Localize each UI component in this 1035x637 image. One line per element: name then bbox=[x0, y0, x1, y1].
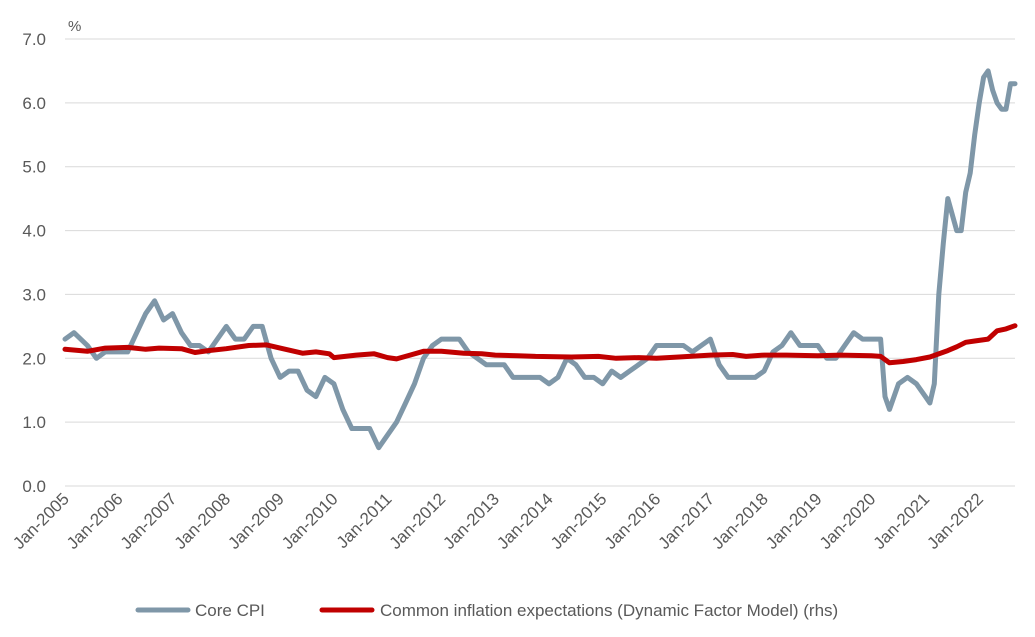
series-line-1 bbox=[62, 68, 1018, 451]
y-tick-label: 4.0 bbox=[22, 222, 46, 241]
y-tick-label: 1.0 bbox=[22, 413, 46, 432]
x-tick-label: Jan-2016 bbox=[601, 489, 665, 553]
x-tick-label: Jan-2007 bbox=[117, 489, 181, 553]
x-tick-label: Jan-2008 bbox=[171, 489, 235, 553]
x-tick-label: Jan-2017 bbox=[655, 489, 719, 553]
x-tick-label: Jan-2019 bbox=[762, 489, 826, 553]
y-tick-label: 2.0 bbox=[22, 349, 46, 368]
x-tick-label: Jan-2022 bbox=[923, 489, 987, 553]
gridlines bbox=[65, 38, 1015, 487]
series-lines bbox=[62, 68, 1018, 451]
x-tick-label: Jan-2011 bbox=[333, 489, 396, 552]
x-tick-label: Jan-2012 bbox=[386, 489, 450, 553]
y-tick-label: 7.0 bbox=[22, 30, 46, 49]
y-tick-label: 3.0 bbox=[22, 285, 46, 304]
x-tick-label: Jan-2005 bbox=[9, 489, 73, 553]
legend: Core CPI Common inflation expectations (D… bbox=[135, 601, 838, 620]
x-tick-label: Jan-2021 bbox=[870, 489, 934, 553]
legend-label-2: Common inflation expectations (Dynamic F… bbox=[380, 601, 838, 620]
legend-label-1: Core CPI bbox=[195, 601, 265, 620]
x-tick-label: Jan-2013 bbox=[439, 489, 503, 553]
x-tick-label: Jan-2020 bbox=[816, 489, 880, 553]
series-line-2 bbox=[62, 323, 1018, 366]
y-tick-label: 5.0 bbox=[22, 158, 46, 177]
y-tick-label: 0.0 bbox=[22, 477, 46, 496]
y-axis: 0.0 1.0 2.0 3.0 4.0 5.0 6.0 7.0 bbox=[22, 30, 46, 496]
x-tick-label: Jan-2009 bbox=[224, 489, 288, 553]
x-tick-label: Jan-2010 bbox=[278, 489, 342, 553]
y-unit-label: % bbox=[68, 18, 81, 35]
x-tick-label: Jan-2018 bbox=[708, 489, 772, 553]
y-tick-label: 6.0 bbox=[22, 94, 46, 113]
x-axis: Jan-2005Jan-2006Jan-2007Jan-2008Jan-2009… bbox=[9, 489, 987, 553]
x-tick-label: Jan-2014 bbox=[493, 489, 557, 553]
x-tick-label: Jan-2015 bbox=[547, 489, 611, 553]
x-tick-label: Jan-2006 bbox=[63, 489, 127, 553]
